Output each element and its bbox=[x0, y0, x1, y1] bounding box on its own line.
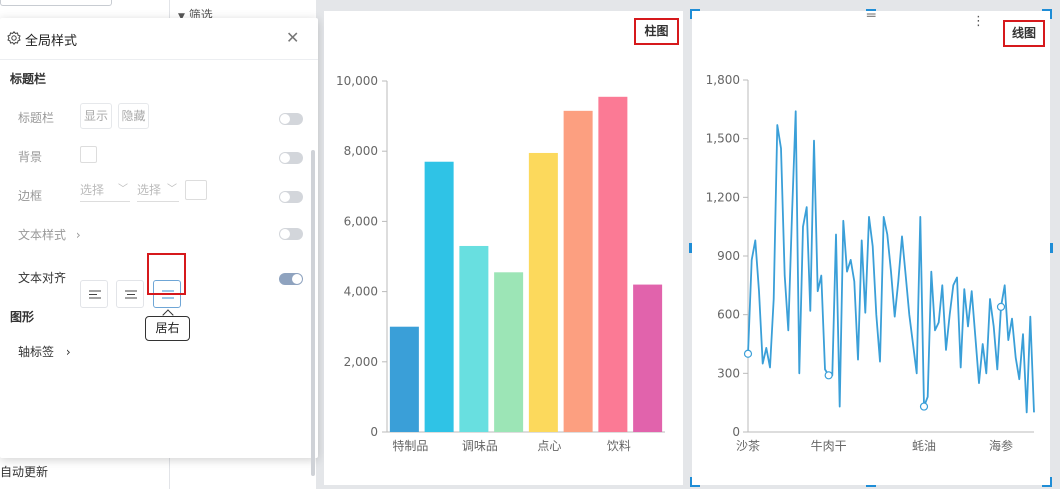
line-chart: 0 300 600 900 1,200 1,500 1,800 沙茶 牛肉干 蚝油 海参 bbox=[706, 73, 1035, 453]
line-chart-tag: 线图 bbox=[1003, 20, 1045, 47]
border-toggle[interactable] bbox=[279, 191, 303, 203]
align-tooltip: 居右 bbox=[145, 316, 190, 341]
text-align-label: 文本对齐 bbox=[18, 271, 67, 285]
panel-scrollbar[interactable] bbox=[311, 150, 315, 476]
y-tick-label: 1,500 bbox=[706, 132, 740, 146]
bar bbox=[598, 96, 628, 433]
more-icon[interactable]: ⋮ bbox=[972, 14, 985, 29]
x-tick-label: 特制品 bbox=[392, 438, 428, 453]
chevron-right-icon: › bbox=[75, 228, 81, 242]
x-tick-label: 蚝油 bbox=[912, 439, 936, 453]
border-color-swatch[interactable] bbox=[185, 180, 207, 200]
x-tick-label: 饮料 bbox=[607, 439, 631, 453]
data-point-marker bbox=[996, 302, 1006, 311]
data-point-marker bbox=[743, 349, 753, 358]
show-button[interactable]: 显示 bbox=[80, 103, 112, 129]
resize-handle-bottom-right[interactable] bbox=[1042, 477, 1052, 487]
background-checkbox[interactable] bbox=[80, 146, 97, 163]
y-tick-label: 10,000 bbox=[336, 74, 378, 88]
bar bbox=[459, 245, 489, 432]
bar bbox=[424, 161, 454, 433]
resize-handle-top-right[interactable] bbox=[1042, 9, 1052, 19]
y-tick-label: 4,000 bbox=[344, 285, 378, 299]
resize-handle-top[interactable] bbox=[866, 9, 876, 11]
gear-icon bbox=[7, 31, 21, 45]
border-label: 边框 bbox=[18, 189, 43, 203]
titlebar-label: 标题栏 bbox=[18, 111, 55, 125]
text-style-label[interactable]: 文本样式 › bbox=[18, 228, 81, 242]
text-style-toggle[interactable] bbox=[279, 228, 303, 240]
background-toggle[interactable] bbox=[279, 152, 303, 164]
text-align-toggle[interactable] bbox=[279, 273, 303, 285]
align-center-button[interactable] bbox=[116, 280, 144, 308]
y-tick-label: 300 bbox=[717, 366, 740, 380]
chevron-down-icon: ﹀ bbox=[118, 184, 128, 195]
panel-title: 全局样式 bbox=[25, 34, 78, 49]
y-tick-label: 900 bbox=[717, 249, 740, 263]
close-icon[interactable]: ✕ bbox=[286, 28, 300, 47]
bar bbox=[528, 152, 558, 432]
y-tick-label: 0 bbox=[370, 425, 378, 439]
y-tick-label: 600 bbox=[717, 308, 740, 322]
bar bbox=[633, 284, 663, 432]
line-chart-card[interactable]: 线图 ⋮ ═ 0 300 600 900 1,200 1,500 1,800 沙茶 牛肉干 蚝油 海… bbox=[689, 8, 1053, 487]
x-tick-label: 调味品 bbox=[462, 439, 498, 453]
axis-label-row[interactable]: 轴标签 › bbox=[18, 345, 71, 359]
bar bbox=[494, 272, 524, 432]
x-tick-label: 沙茶 bbox=[736, 438, 760, 453]
highlight-box bbox=[147, 253, 186, 295]
y-tick-label: 0 bbox=[732, 425, 740, 439]
y-tick-label: 1,800 bbox=[706, 73, 740, 87]
bar-chart-card[interactable]: 柱图 0 2,000 4,000 6,000 8,000 10,000 特制品 调味品 点心 饮料 bbox=[324, 11, 683, 485]
auto-update-label[interactable]: 自动更新 bbox=[0, 465, 49, 479]
resize-handle-left[interactable] bbox=[689, 243, 692, 253]
section-graphic: 图形 bbox=[10, 310, 35, 324]
data-point-marker bbox=[824, 371, 833, 380]
top-input-edge[interactable] bbox=[0, 0, 112, 6]
x-tick-label: 点心 bbox=[537, 439, 561, 453]
chevron-down-icon: ﹀ bbox=[167, 184, 177, 195]
series-line bbox=[747, 110, 1035, 414]
panel-header: 全局样式 ✕ bbox=[0, 18, 318, 60]
y-tick-label: 6,000 bbox=[344, 214, 378, 228]
y-tick-label: 1,200 bbox=[706, 190, 740, 204]
bar-chart: 0 2,000 4,000 6,000 8,000 10,000 特制品 调味品 点心 饮料 bbox=[336, 74, 665, 453]
y-tick-label: 2,000 bbox=[344, 355, 378, 369]
x-tick-label: 牛肉干 bbox=[811, 438, 847, 453]
titlebar-toggle[interactable] bbox=[279, 113, 303, 125]
resize-handle-right[interactable] bbox=[1050, 243, 1053, 253]
border-width-select[interactable]: 选择 ﹀ bbox=[137, 180, 179, 202]
bar-chart-tag: 柱图 bbox=[634, 18, 679, 45]
bar bbox=[563, 110, 593, 433]
resize-handle-bottom-left[interactable] bbox=[690, 477, 700, 487]
align-center-icon bbox=[125, 290, 137, 299]
caret-down-icon: ▼ bbox=[178, 12, 185, 22]
x-tick-label: 海参 bbox=[989, 438, 1013, 453]
data-point-marker bbox=[919, 402, 929, 411]
align-left-icon bbox=[89, 290, 101, 299]
bar bbox=[389, 326, 419, 432]
section-titlebar: 标题栏 bbox=[10, 72, 47, 86]
chevron-right-icon: › bbox=[65, 345, 71, 359]
resize-handle-top-left[interactable] bbox=[690, 9, 700, 19]
y-tick-label: 8,000 bbox=[344, 144, 378, 158]
drag-handle-icon[interactable]: ═ bbox=[867, 8, 876, 24]
align-left-button[interactable] bbox=[80, 280, 108, 308]
background-label: 背景 bbox=[18, 150, 43, 164]
global-style-panel: 全局样式 ✕ 标题栏 标题栏 显示 隐藏 背景 边框 选择 ﹀ 选择 ﹀ 文本样… bbox=[0, 18, 318, 476]
hide-button[interactable]: 隐藏 bbox=[118, 103, 149, 129]
resize-handle-bottom[interactable] bbox=[866, 485, 876, 487]
border-style-select[interactable]: 选择 ﹀ bbox=[80, 180, 130, 202]
